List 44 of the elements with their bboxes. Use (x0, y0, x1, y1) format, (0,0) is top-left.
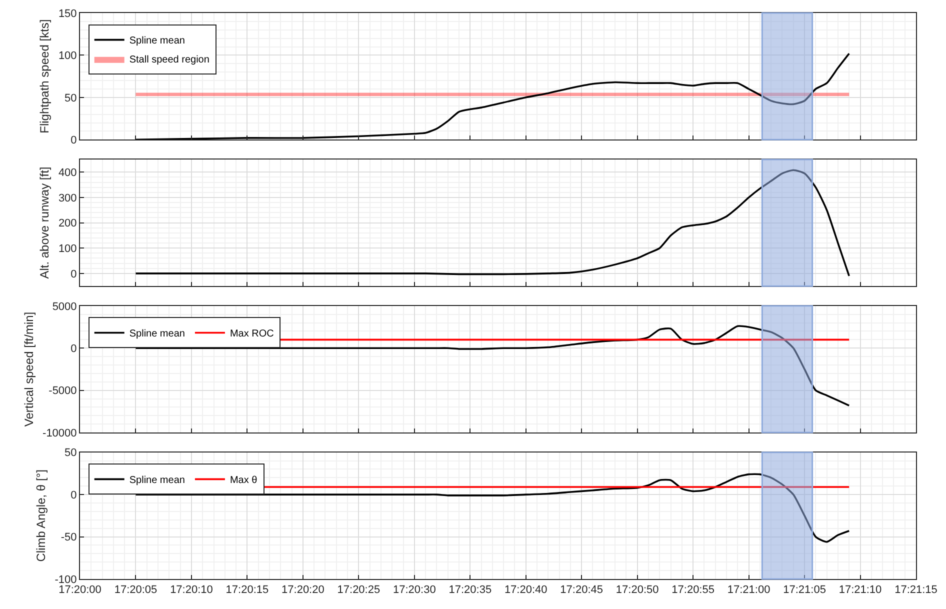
x-tick-label: 17:20:45 (560, 584, 603, 596)
y-tick-label: 50 (64, 92, 77, 104)
y-tick-label: -100 (54, 574, 77, 586)
y-axis-title: Flightpath speed [kts] (38, 19, 52, 134)
line-series (134, 169, 850, 277)
y-tick-label: 100 (58, 242, 77, 255)
legend-label: Stall speed region (129, 54, 210, 66)
y-tick-label: 50 (64, 447, 77, 460)
legend-label: Spline mean (129, 36, 185, 47)
x-tick-label: 17:20:50 (616, 584, 659, 596)
y-tick-label: 0 (70, 268, 77, 280)
y-tick-label: 100 (58, 50, 77, 62)
x-tick-label: 17:20:40 (504, 584, 548, 596)
ref-line-label: Max ROC (230, 328, 274, 340)
x-tick-label: 17:20:55 (672, 584, 714, 596)
y-tick-label: -50 (60, 532, 77, 544)
x-tick-label: 17:21:15 (894, 584, 938, 596)
x-tick-label: 17:20:10 (170, 584, 213, 596)
x-tick-label: 17:20:00 (58, 584, 102, 596)
x-tick-label: 17:20:25 (337, 584, 380, 596)
x-tick-label: 17:20:15 (226, 584, 269, 596)
y-axis-title: Alt. above runway [ft] (38, 166, 52, 279)
x-tick-label: 17:20:20 (282, 584, 324, 596)
y-tick-label: 5000 (52, 300, 77, 313)
y-axis-title: Vertical speed [ft/min] (22, 312, 36, 427)
x-tick-label: 17:21:05 (783, 584, 826, 596)
y-tick-label: 200 (58, 218, 77, 230)
y-tick-label: -5000 (48, 385, 77, 398)
y-tick-label: 0 (70, 134, 77, 146)
legend-label: Spline mean (129, 328, 185, 340)
y-tick-label: 0 (70, 489, 77, 502)
y-tick-label: -10000 (42, 427, 77, 440)
y-tick-label: 400 (58, 166, 77, 179)
x-tick-label: 17:20:35 (448, 584, 492, 596)
x-tick-label: 17:20:30 (393, 584, 436, 596)
y-tick-label: 0 (70, 342, 77, 355)
ref-line-label: Max θ (230, 475, 258, 486)
x-tick-label: 17:21:10 (838, 584, 882, 596)
x-tick-label: 17:21:00 (727, 584, 770, 596)
legend-label: Spline mean (129, 475, 185, 486)
x-tick-label: 17:20:05 (114, 584, 158, 596)
y-tick-label: 150 (58, 8, 77, 20)
y-axis-title: Climb Angle, θ [°] (34, 470, 48, 562)
y-tick-label: 300 (58, 192, 77, 204)
